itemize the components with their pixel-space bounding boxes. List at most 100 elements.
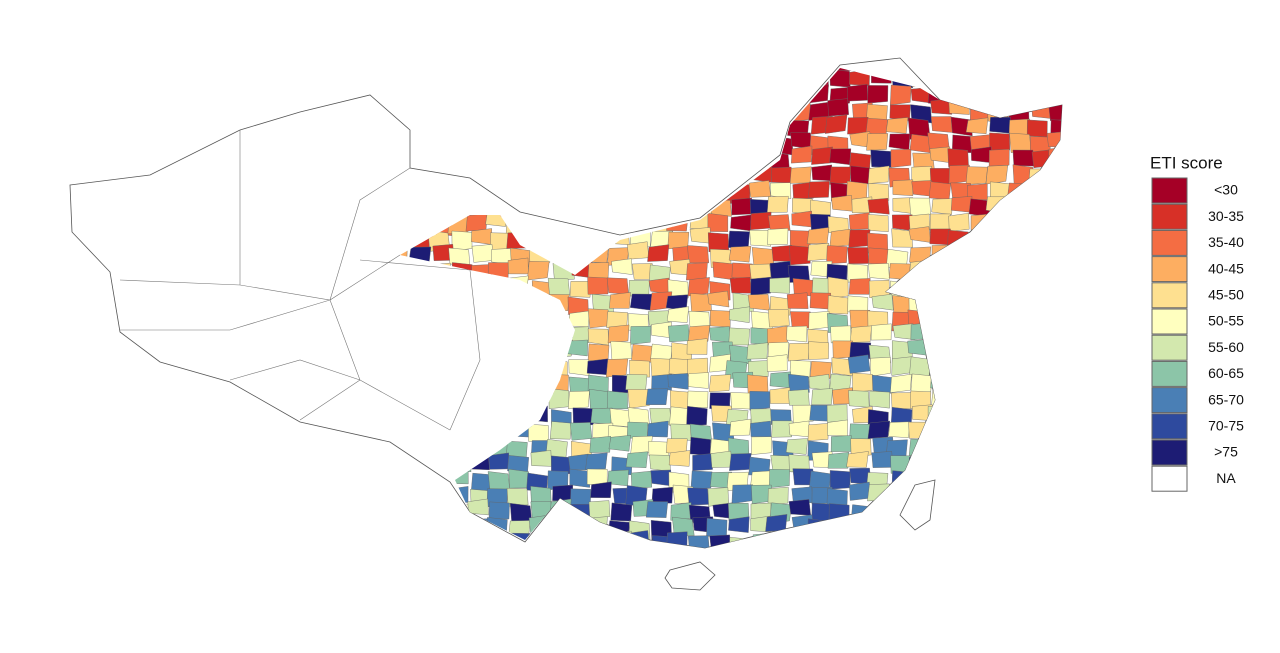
region: [866, 133, 889, 151]
region: [630, 470, 652, 490]
region: [848, 532, 870, 548]
region: [530, 119, 551, 138]
region: [986, 535, 1008, 548]
region: [829, 228, 852, 248]
region: [746, 342, 769, 360]
region: [830, 435, 852, 452]
region: [985, 165, 1009, 185]
region: [468, 114, 491, 132]
region: [890, 373, 912, 393]
region: [507, 68, 529, 74]
region: [1048, 103, 1062, 122]
region: [831, 195, 853, 212]
region: [851, 196, 873, 214]
region: [649, 119, 671, 137]
region: [468, 85, 492, 106]
legend-swatch: [1151, 282, 1188, 309]
region: [410, 500, 433, 517]
region: [528, 533, 550, 548]
region: [566, 103, 589, 124]
region: [908, 548, 929, 564]
region: [650, 358, 673, 377]
region: [786, 325, 808, 343]
region: [707, 232, 730, 253]
region: [645, 388, 669, 405]
region: [968, 422, 992, 441]
region: [745, 68, 768, 84]
region: [1045, 69, 1062, 86]
region: [607, 182, 630, 202]
region: [930, 116, 953, 133]
region: [400, 101, 413, 119]
region: [771, 166, 792, 184]
region: [848, 278, 871, 295]
region: [665, 184, 688, 202]
region: [527, 164, 551, 183]
region: [807, 242, 829, 262]
region: [590, 407, 613, 425]
region: [490, 73, 512, 91]
region: [749, 150, 771, 168]
region: [1027, 390, 1050, 409]
region: [692, 453, 713, 471]
region: [1031, 244, 1054, 264]
region: [468, 533, 490, 548]
legend-label: 55-60: [1208, 339, 1244, 355]
region: [668, 450, 691, 467]
region: [427, 117, 449, 136]
region: [528, 100, 550, 120]
region: [1011, 518, 1034, 535]
region: [1006, 261, 1029, 281]
legend-label: 40-45: [1208, 260, 1244, 276]
legend-label: NA: [1216, 470, 1236, 486]
region: [409, 136, 432, 155]
region: [891, 228, 913, 248]
region: [728, 68, 750, 84]
region: [687, 390, 709, 408]
legend-label: 50-55: [1208, 313, 1244, 329]
region: [1052, 182, 1062, 201]
region: [950, 469, 972, 488]
region: [767, 195, 789, 213]
region: [1010, 244, 1032, 265]
region: [792, 404, 814, 424]
region: [867, 214, 889, 232]
region: [930, 515, 953, 532]
region: [709, 150, 730, 170]
region: [691, 104, 713, 123]
region: [550, 178, 572, 199]
region: [1007, 296, 1030, 314]
region: [947, 148, 969, 168]
region: [652, 164, 674, 182]
region: [1027, 356, 1049, 376]
region: [947, 229, 969, 249]
region: [985, 296, 1008, 315]
region: [1051, 375, 1062, 392]
region: [1050, 456, 1062, 475]
region: [731, 197, 753, 216]
region: [448, 84, 470, 104]
region: [585, 101, 608, 119]
region: [930, 354, 952, 372]
region: [611, 258, 633, 275]
region: [647, 244, 670, 262]
region: [987, 71, 1009, 92]
region: [629, 184, 653, 204]
region: [1006, 230, 1028, 249]
region: [1012, 149, 1035, 167]
region: [430, 68, 452, 70]
region: [769, 387, 791, 404]
legend-label: 60-65: [1208, 365, 1244, 381]
region: [1029, 289, 1051, 308]
region: [400, 537, 408, 548]
region: [846, 451, 869, 468]
region: [650, 198, 673, 215]
region: [610, 502, 633, 522]
region: [710, 450, 733, 468]
region: [1045, 358, 1062, 377]
region: [1006, 72, 1028, 91]
region: [991, 339, 1013, 357]
region: [729, 418, 752, 436]
region: [513, 550, 533, 569]
region: [809, 292, 831, 310]
